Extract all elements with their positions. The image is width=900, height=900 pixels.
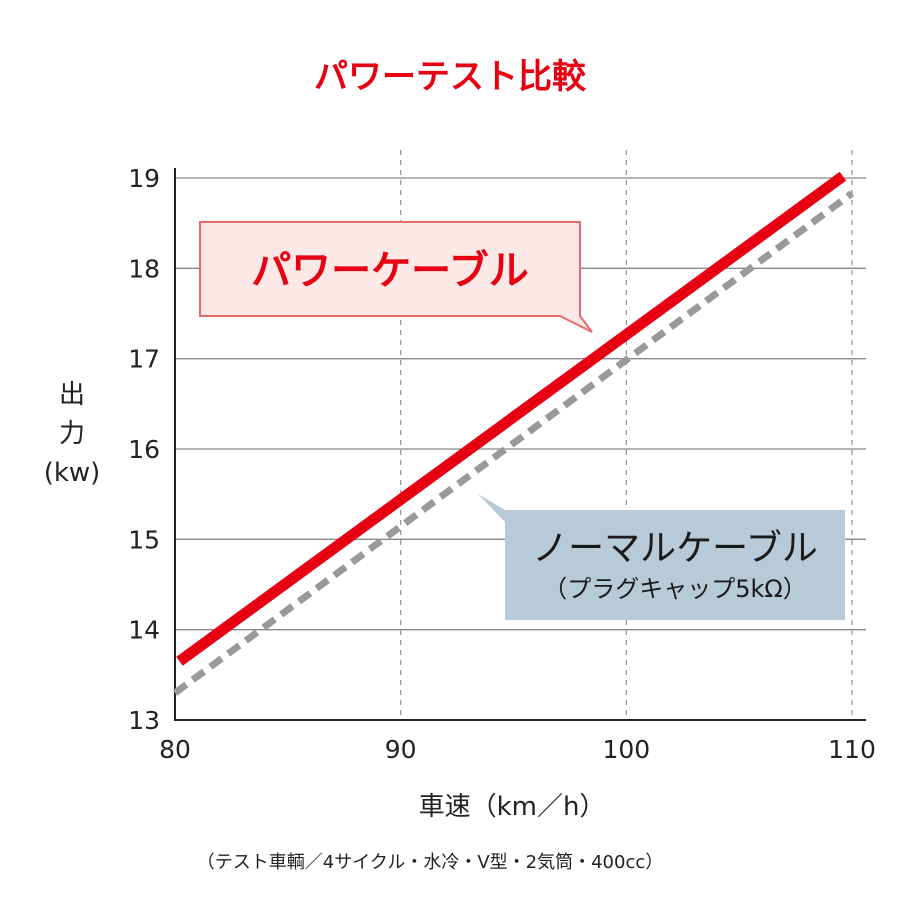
- test-vehicle-note: （テスト車輌／4サイクル・水冷・V型・2気筒・400cc）: [197, 852, 663, 873]
- y-tick-label-17: 17: [128, 345, 160, 374]
- x-tick-label-100: 100: [602, 735, 650, 764]
- x-tick-label-90: 90: [385, 735, 417, 764]
- x-tick-labels: 80 90 100 110: [159, 735, 876, 764]
- normal-series-label: ノーマルケーブル: [532, 528, 818, 569]
- normal-callout-box: [478, 494, 845, 620]
- power-cable-line: [176, 171, 847, 666]
- y-tick-label-15: 15: [128, 525, 160, 554]
- chart-title: パワーテスト比較: [314, 57, 587, 97]
- y-tick-label-14: 14: [128, 616, 160, 645]
- y-axis-label: 出力 (kw): [44, 380, 101, 488]
- y-tick-label-16: 16: [128, 435, 160, 464]
- power-cable-callout: パワーケーブル: [199, 221, 593, 333]
- series: [172, 171, 855, 696]
- y-tick-label-13: 13: [128, 706, 160, 735]
- x-tick-label-110: 110: [828, 735, 876, 764]
- power-series-label: パワーケーブル: [251, 248, 529, 294]
- y-axis-label-line-0: 出: [59, 380, 85, 410]
- y-tick-label-19: 19: [128, 164, 160, 193]
- y-tick-label-18: 18: [128, 254, 160, 283]
- normal-cable-callout: ノーマルケーブル （プラグキャップ5kΩ）: [478, 494, 845, 620]
- normal-cable-line: [172, 190, 855, 696]
- y-tick-labels: 13 14 15 16 17 18 19: [128, 164, 160, 735]
- x-axis-label: 車速（km／h）: [419, 792, 606, 822]
- y-axis-label-line-2: (kw): [44, 458, 101, 488]
- x-tick-label-80: 80: [159, 735, 191, 764]
- y-axis-label-line-1: 力: [59, 419, 85, 449]
- normal-series-sublabel: （プラグキャップ5kΩ）: [543, 575, 807, 603]
- axes: [174, 168, 866, 721]
- power-callout-box: [199, 221, 593, 333]
